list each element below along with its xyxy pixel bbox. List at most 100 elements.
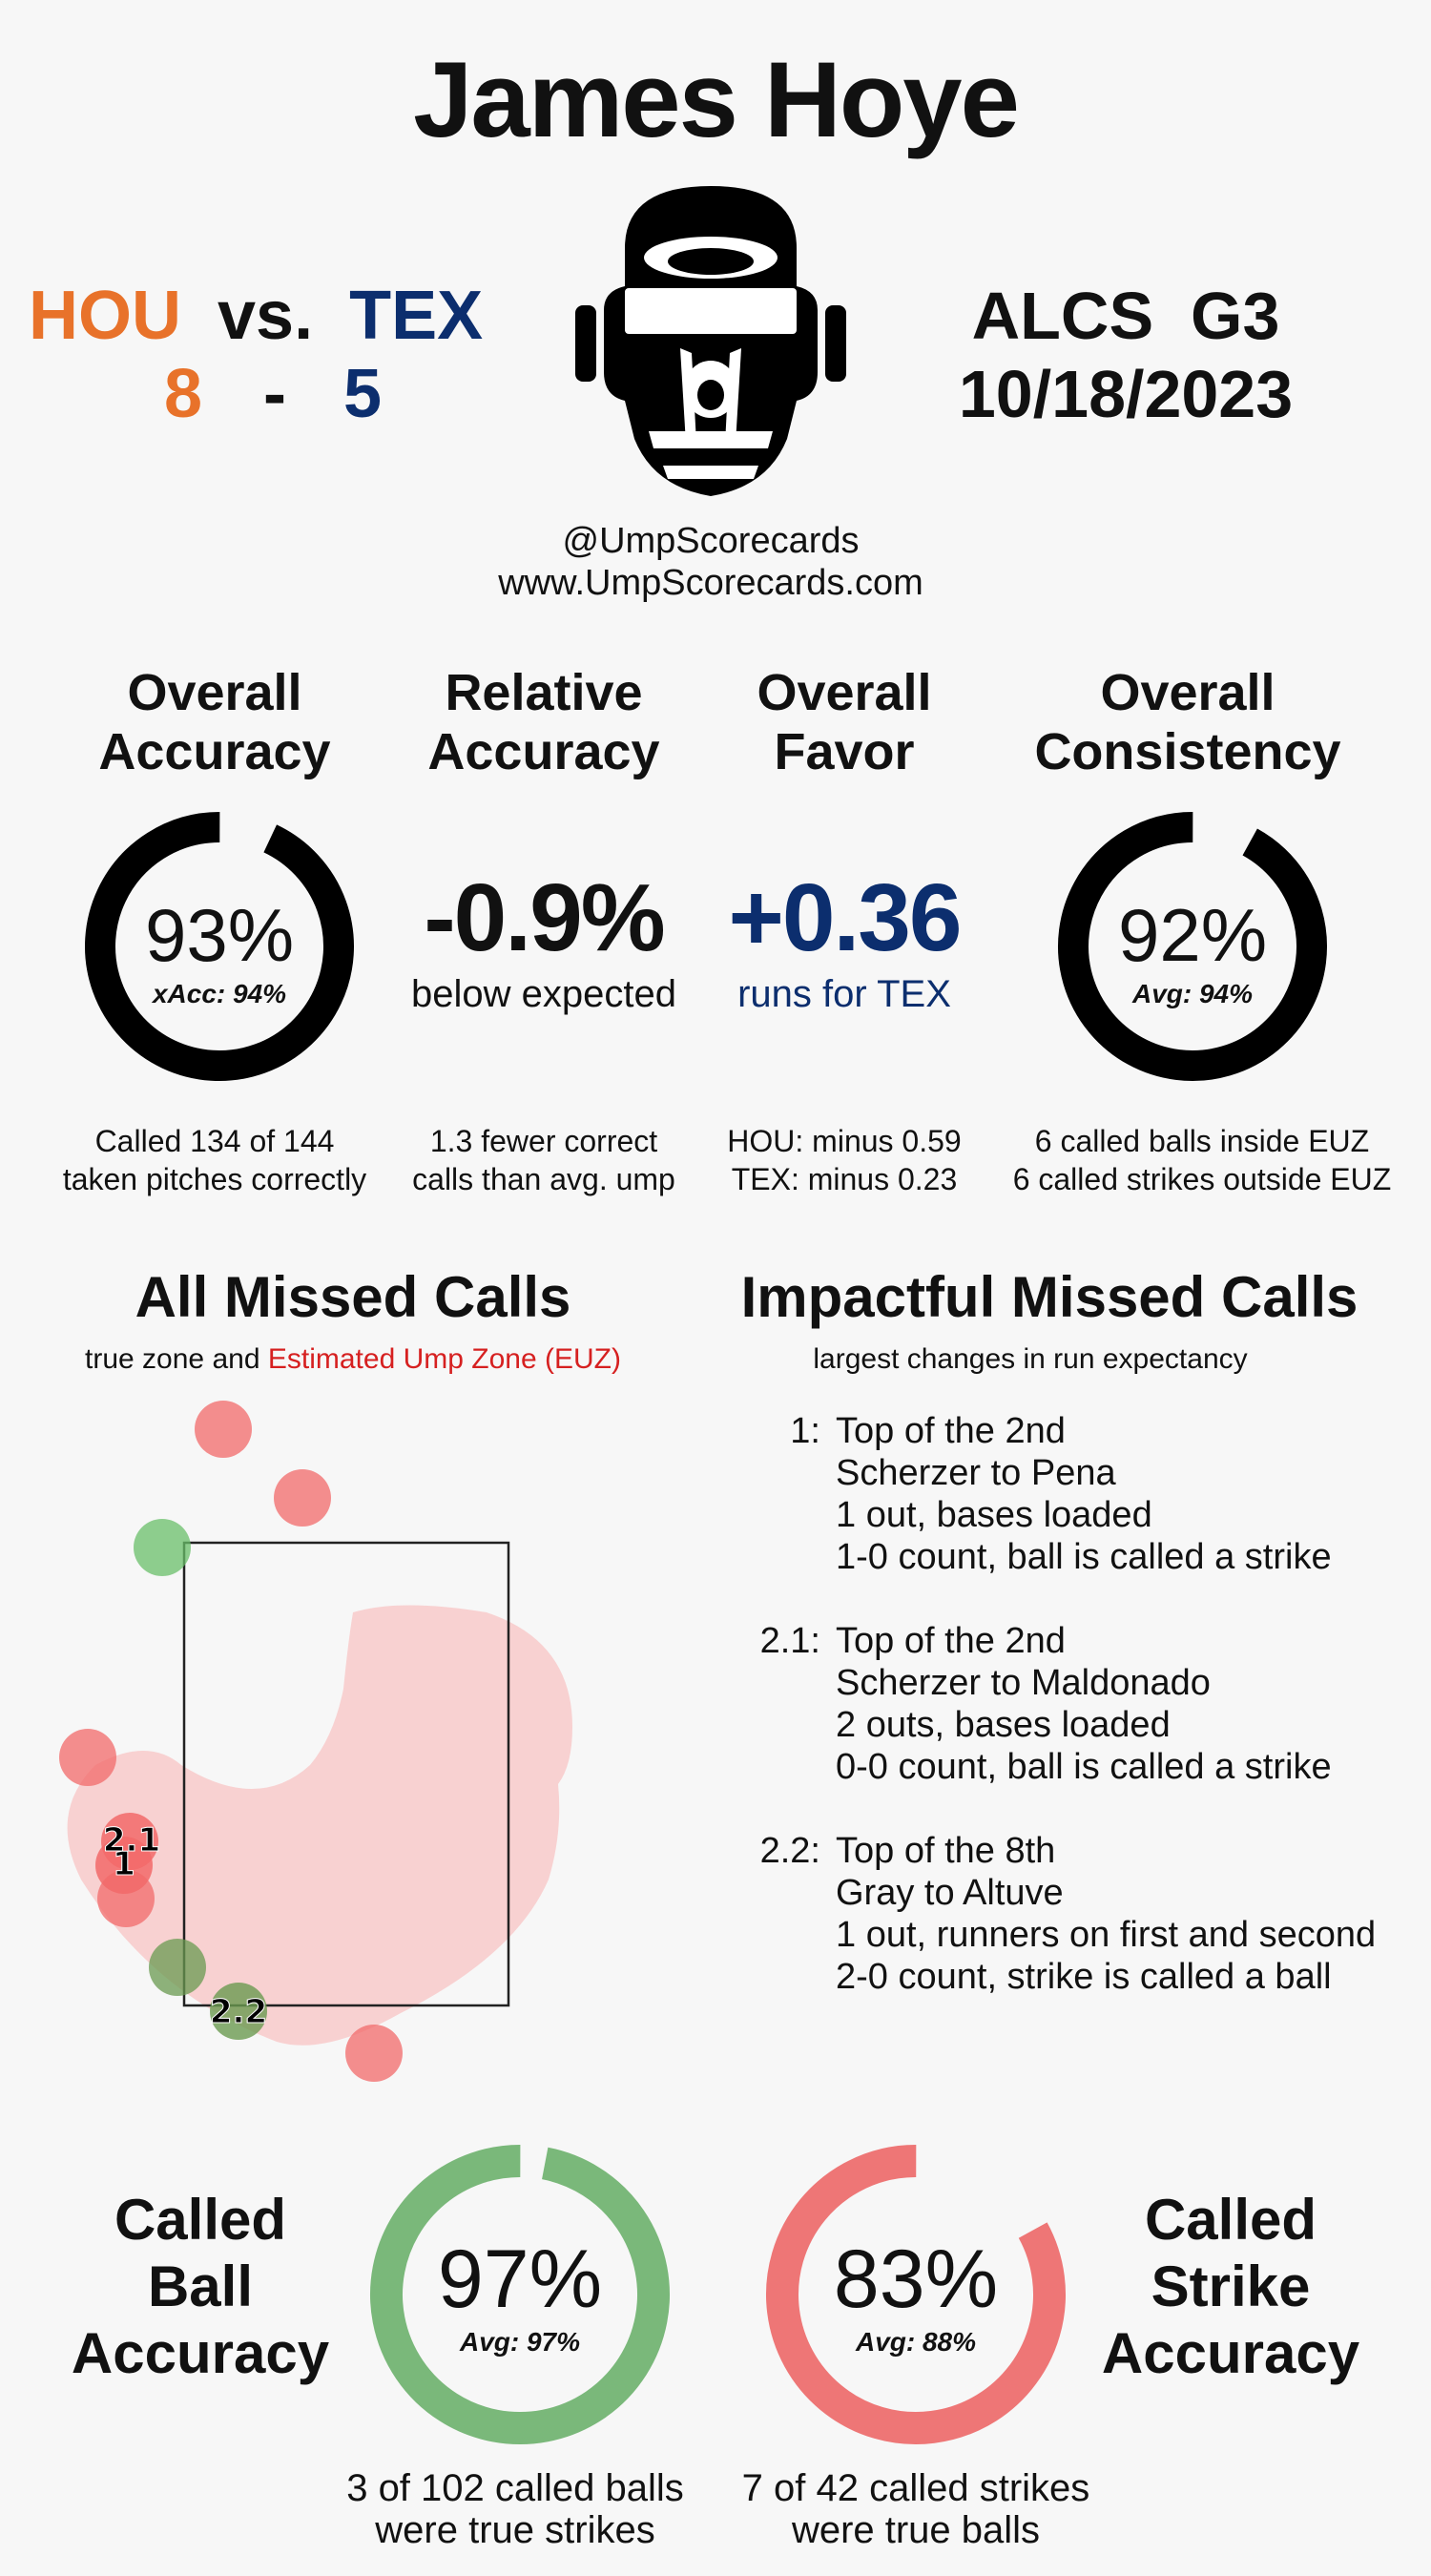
missed-call-label: 2.2 — [210, 1993, 267, 2031]
call-inning: Top of the 2nd — [836, 1411, 1066, 1451]
website-link[interactable]: www.UmpScorecards.com — [498, 563, 923, 603]
missed-call-dot — [210, 1983, 267, 2040]
missed-call-dot — [149, 1939, 206, 1996]
called-strike-ring — [766, 2145, 1066, 2444]
title-line: Consistency — [1034, 723, 1341, 780]
title-line: Overall — [757, 664, 932, 721]
title-line: Accuracy — [1101, 2321, 1360, 2385]
title-line: Overall — [1100, 664, 1275, 721]
call-situation: 1 out, runners on first and second — [836, 1915, 1377, 1955]
note-line: 1.3 fewer correct — [429, 1124, 658, 1158]
note-line: 6 called strikes outside EUZ — [1012, 1162, 1392, 1196]
title-line: Overall — [127, 664, 302, 721]
title-line: Called — [114, 2188, 287, 2252]
called-ball-values: 97% Avg: 97% — [367, 2233, 673, 2358]
impactful-missed-calls-title: Impactful Missed Calls — [740, 1265, 1358, 1329]
euz-area — [67, 1605, 572, 2046]
note-line: were true strikes — [375, 2509, 655, 2551]
note-line: 7 of 42 called strikes — [741, 2467, 1090, 2509]
title-line: Accuracy — [427, 723, 660, 780]
home-team: TEX — [349, 278, 484, 354]
overall-accuracy-title: Overall Accuracy — [57, 663, 372, 781]
call-inning: Top of the 2nd — [836, 1621, 1066, 1661]
called-strike-values: 83% Avg: 88% — [763, 2233, 1068, 2358]
missed-call-label: 1 — [113, 1845, 135, 1883]
call-matchup: Scherzer to Pena — [836, 1453, 1116, 1493]
call-result: 2-0 count, strike is called a ball — [836, 1957, 1332, 1997]
game-label: ALCS G3 — [971, 279, 1280, 353]
overall-accuracy-value: 93% — [144, 893, 295, 977]
away-score: 8 — [164, 356, 203, 432]
overall-favor-block: +0.36 runs for TEX — [701, 863, 987, 1016]
title-line: Accuracy — [98, 723, 331, 780]
home-score: 5 — [343, 356, 383, 432]
title-line: Ball — [147, 2254, 254, 2318]
called-ball-ring — [370, 2145, 670, 2444]
relative-accuracy-note: 1.3 fewer correct calls than avg. ump — [391, 1122, 696, 1198]
title-line: Relative — [445, 664, 643, 721]
credits: @UmpScorecards www.UmpScorecards.com — [0, 520, 1421, 604]
relative-accuracy-value: -0.9% — [424, 864, 665, 971]
title-line: Accuracy — [71, 2321, 330, 2385]
overall-favor-value: +0.36 — [728, 864, 962, 971]
strike-zone-plot: 2.1 1 2.2 — [59, 1401, 572, 2082]
matchup: HOU vs. TEX — [29, 277, 525, 355]
called-ball-note: 3 of 102 called balls were true strikes — [315, 2467, 716, 2551]
overall-favor-title: Overall Favor — [706, 663, 983, 781]
call-result: 0-0 count, ball is called a strike — [836, 1747, 1332, 1787]
called-strike-accuracy-title: Called Strike Accuracy — [1068, 2187, 1393, 2387]
relative-accuracy-block: -0.9% below expected — [382, 863, 706, 1016]
call-number: 2.2: — [759, 1831, 820, 1871]
overall-accuracy-note: Called 134 of 144 taken pitches correctl… — [29, 1122, 401, 1198]
missed-call-dot — [274, 1469, 331, 1527]
note-line: HOU: minus 0.59 — [727, 1124, 962, 1158]
call-details: Top of the 2nd Scherzer to Maldonado 2 o… — [836, 1620, 1332, 1788]
score-dash: - — [263, 356, 286, 432]
all-missed-calls-subtitle: true zone and Estimated Ump Zone (EUZ) — [19, 1343, 687, 1376]
note-line: 3 of 102 called balls — [346, 2467, 684, 2509]
missed-call-dot — [195, 1401, 252, 1458]
missed-call-dot — [134, 1519, 191, 1576]
called-strike-note: 7 of 42 called strikes were true balls — [716, 2467, 1116, 2551]
note-line: calls than avg. ump — [412, 1162, 675, 1196]
call-result: 1-0 count, ball is called a strike — [836, 1537, 1332, 1577]
called-strike-value: 83% — [833, 2233, 999, 2325]
missed-call-dot — [59, 1729, 116, 1786]
call-situation: 1 out, bases loaded — [836, 1495, 1152, 1535]
ring-arc — [1058, 812, 1327, 1081]
relative-accuracy-sub: below expected — [411, 973, 676, 1015]
impactful-call: 1: Top of the 2nd Scherzer to Pena 1 out… — [735, 1410, 1421, 1578]
call-details: Top of the 8th Gray to Altuve 1 out, run… — [836, 1830, 1376, 1998]
overall-consistency-note: 6 called balls inside EUZ 6 called strik… — [983, 1122, 1421, 1198]
overall-accuracy-values: 93% xAcc: 94% — [76, 892, 363, 1009]
ring-arc — [85, 811, 354, 1081]
title-line: Called — [1144, 2188, 1317, 2252]
impactful-call: 2.1: Top of the 2nd Scherzer to Maldonad… — [735, 1620, 1421, 1788]
overall-consistency-value: 92% — [1117, 893, 1268, 977]
call-matchup: Scherzer to Maldonado — [836, 1663, 1211, 1703]
impactful-calls-list: 1: Top of the 2nd Scherzer to Pena 1 out… — [735, 1410, 1421, 2040]
impactful-missed-calls-subtitle: largest changes in run expectancy — [813, 1343, 1248, 1375]
note-line: TEX: minus 0.23 — [731, 1162, 958, 1196]
call-details: Top of the 2nd Scherzer to Pena 1 out, b… — [836, 1410, 1332, 1578]
all-missed-calls-title: All Missed Calls — [135, 1265, 571, 1329]
umpire-name: James Hoye — [413, 40, 1020, 159]
overall-accuracy-ring — [85, 811, 354, 1081]
away-team: HOU — [29, 278, 181, 354]
called-ball-avg: Avg: 97% — [459, 2327, 581, 2357]
title-line: Favor — [774, 723, 915, 780]
note-line: Called 134 of 144 — [94, 1124, 335, 1158]
call-matchup: Gray to Altuve — [836, 1873, 1064, 1913]
overall-favor-sub: runs for TEX — [737, 973, 951, 1015]
ring-arc — [370, 2145, 670, 2444]
impactful-call: 2.2: Top of the 8th Gray to Altuve 1 out… — [735, 1830, 1421, 1998]
overall-consistency-values: 92% Avg: 94% — [1049, 892, 1336, 1009]
call-number: 1: — [790, 1411, 820, 1451]
vs-label: vs. — [218, 278, 314, 354]
overall-consistency-avg: Avg: 94% — [1131, 979, 1254, 1008]
missed-call-dot — [345, 2025, 403, 2082]
overall-consistency-title: Overall Consistency — [1011, 663, 1364, 781]
called-strike-avg: Avg: 88% — [855, 2327, 977, 2357]
called-ball-value: 97% — [437, 2233, 603, 2325]
overall-favor-note: HOU: minus 0.59 TEX: minus 0.23 — [701, 1122, 987, 1198]
